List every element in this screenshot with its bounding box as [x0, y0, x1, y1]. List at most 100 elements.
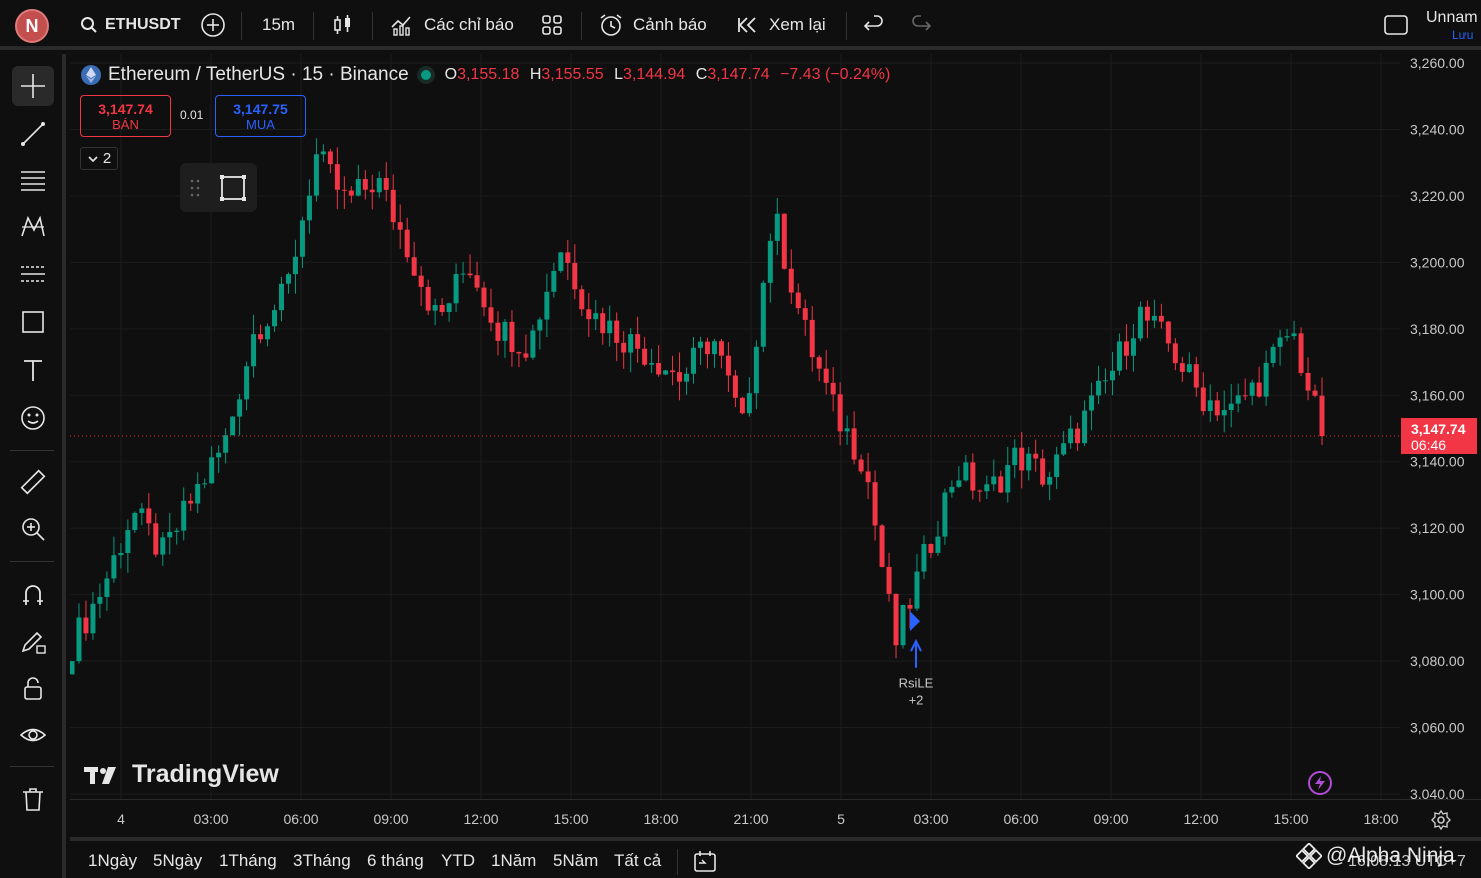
drag-handle-icon[interactable]: [189, 178, 201, 198]
symbol-title[interactable]: Ethereum / TetherUS · 15 · Binance: [108, 64, 409, 85]
clock[interactable]: 16:08:13 UTC+7: [1348, 853, 1466, 870]
binance-logo-icon: [1296, 843, 1322, 869]
fullscreen-button[interactable]: [1383, 0, 1409, 50]
candle-body: [732, 375, 738, 398]
candle-body: [195, 484, 201, 504]
candle-body: [146, 508, 152, 524]
range-5d[interactable]: 5Ngày: [153, 851, 203, 870]
user-avatar[interactable]: N: [15, 9, 49, 43]
range-ytd[interactable]: YTD: [441, 851, 475, 870]
grid-icon: [542, 15, 562, 35]
candle-body: [830, 382, 836, 395]
candle-body: [1172, 343, 1178, 364]
pattern-tool[interactable]: [12, 207, 54, 247]
range-1d[interactable]: 1Ngày: [88, 851, 138, 870]
time-scale[interactable]: 4 03:00 06:00 09:00 12:00 15:00 18:00 21:00 5 03:…: [70, 799, 1481, 838]
candle-body: [460, 273, 466, 275]
candle-body: [781, 213, 787, 269]
candle-body: [670, 370, 676, 373]
candlestick-chart[interactable]: RsiLE+2: [69, 54, 1400, 799]
range-5y[interactable]: 5Năm: [553, 851, 599, 870]
ohlc-values: O3,155.18 H3,155.55 L3,144.94 C3,147.74 …: [444, 66, 891, 83]
candle-body: [635, 334, 641, 349]
lightning-icon[interactable]: [1308, 771, 1332, 795]
candle-body: [656, 363, 662, 375]
candle-body: [942, 492, 948, 537]
candle-body: [348, 190, 354, 196]
price-scale[interactable]: 3,260.00 3,240.00 3,220.00 3,200.00 3,180.00…: [1400, 54, 1481, 802]
range-all[interactable]: Tất cả: [614, 851, 662, 870]
fib-tool[interactable]: [12, 160, 54, 200]
toolbar-divider: [10, 766, 54, 767]
tradingview-logo-icon: [84, 766, 116, 784]
chart-type-button[interactable]: [331, 0, 355, 50]
symbol-search[interactable]: ETHUSDT: [80, 0, 181, 50]
candle-body: [914, 571, 920, 609]
unlock-icon: [24, 677, 42, 700]
range-1m[interactable]: 1Tháng: [219, 851, 277, 870]
candle-body: [265, 326, 271, 340]
undo-button[interactable]: [862, 0, 886, 50]
candle-body: [202, 483, 208, 485]
candle-body: [362, 179, 368, 190]
indicators-collapse-toggle[interactable]: 2: [80, 147, 118, 170]
shapes-tool[interactable]: [12, 302, 54, 342]
candle-body: [851, 428, 857, 460]
zoom-tool[interactable]: [12, 509, 54, 549]
delete-drawings-tool[interactable]: [12, 779, 54, 819]
range-3m[interactable]: 3Tháng: [293, 851, 351, 870]
price-tick-label: 3,180.00: [1410, 321, 1465, 337]
trendline-tool[interactable]: [12, 114, 54, 154]
forecast-tool[interactable]: [12, 254, 54, 294]
save-layout-link[interactable]: Lưu: [1452, 28, 1474, 42]
alert-button[interactable]: Cảnh báo: [598, 0, 707, 50]
range-1y[interactable]: 1Năm: [491, 851, 537, 870]
redo-button[interactable]: [909, 0, 933, 50]
floating-drawing-widget[interactable]: [180, 163, 257, 212]
interval-button[interactable]: 15m: [262, 15, 296, 34]
time-tick-label: 15:00: [553, 811, 589, 827]
lock-drawing-tool[interactable]: [12, 621, 54, 661]
time-tick-label: 21:00: [733, 811, 769, 827]
text-tool[interactable]: [12, 350, 54, 390]
market-status-icon: [420, 70, 431, 80]
templates-button[interactable]: [540, 0, 564, 50]
rectangle-select-icon[interactable]: [218, 173, 248, 203]
magnet-tool[interactable]: [12, 574, 54, 614]
trash-icon: [23, 788, 43, 811]
candle-body: [663, 370, 669, 375]
compare-symbol-button[interactable]: [200, 0, 226, 50]
signal-count: +2: [909, 692, 924, 707]
candle-body: [565, 252, 571, 263]
measure-tool[interactable]: [12, 462, 54, 502]
indicators-button[interactable]: Các chỉ báo: [390, 0, 514, 50]
layout-name[interactable]: Unnam: [1426, 9, 1478, 26]
lock-all-tool[interactable]: [12, 668, 54, 708]
crosshair-tool[interactable]: [12, 66, 54, 106]
candle-body: [684, 373, 690, 382]
candle-body: [167, 531, 173, 538]
chart-pane[interactable]: RsiLE +2: [69, 54, 1400, 799]
goto-date-icon[interactable]: [692, 850, 718, 874]
sell-button[interactable]: 3,147.74 BÁN: [80, 95, 171, 137]
candle-body: [1228, 403, 1234, 411]
candle-body: [1165, 321, 1171, 344]
candle-body: [341, 189, 347, 191]
credit-overlay: @Alpha Ninja: [1296, 843, 1455, 869]
range-6m[interactable]: 6 tháng: [367, 851, 424, 870]
candle-body: [285, 274, 291, 284]
tradingview-watermark: TradingView: [84, 760, 279, 789]
toolbar-divider: [677, 849, 678, 875]
replay-button[interactable]: Xem lại: [736, 0, 826, 50]
candle-body: [1089, 395, 1095, 411]
candle-body: [844, 428, 850, 432]
candle-body: [977, 490, 983, 492]
buy-button[interactable]: 3,147.75 MUA: [215, 95, 306, 137]
emoji-tool[interactable]: [12, 398, 54, 438]
settings-gear-icon[interactable]: [1431, 810, 1451, 830]
candle-body: [118, 552, 124, 556]
candle-body: [83, 617, 89, 634]
replay-label: Xem lại: [769, 15, 826, 34]
candle-body: [1151, 315, 1157, 321]
hide-drawings-tool[interactable]: [12, 715, 54, 755]
